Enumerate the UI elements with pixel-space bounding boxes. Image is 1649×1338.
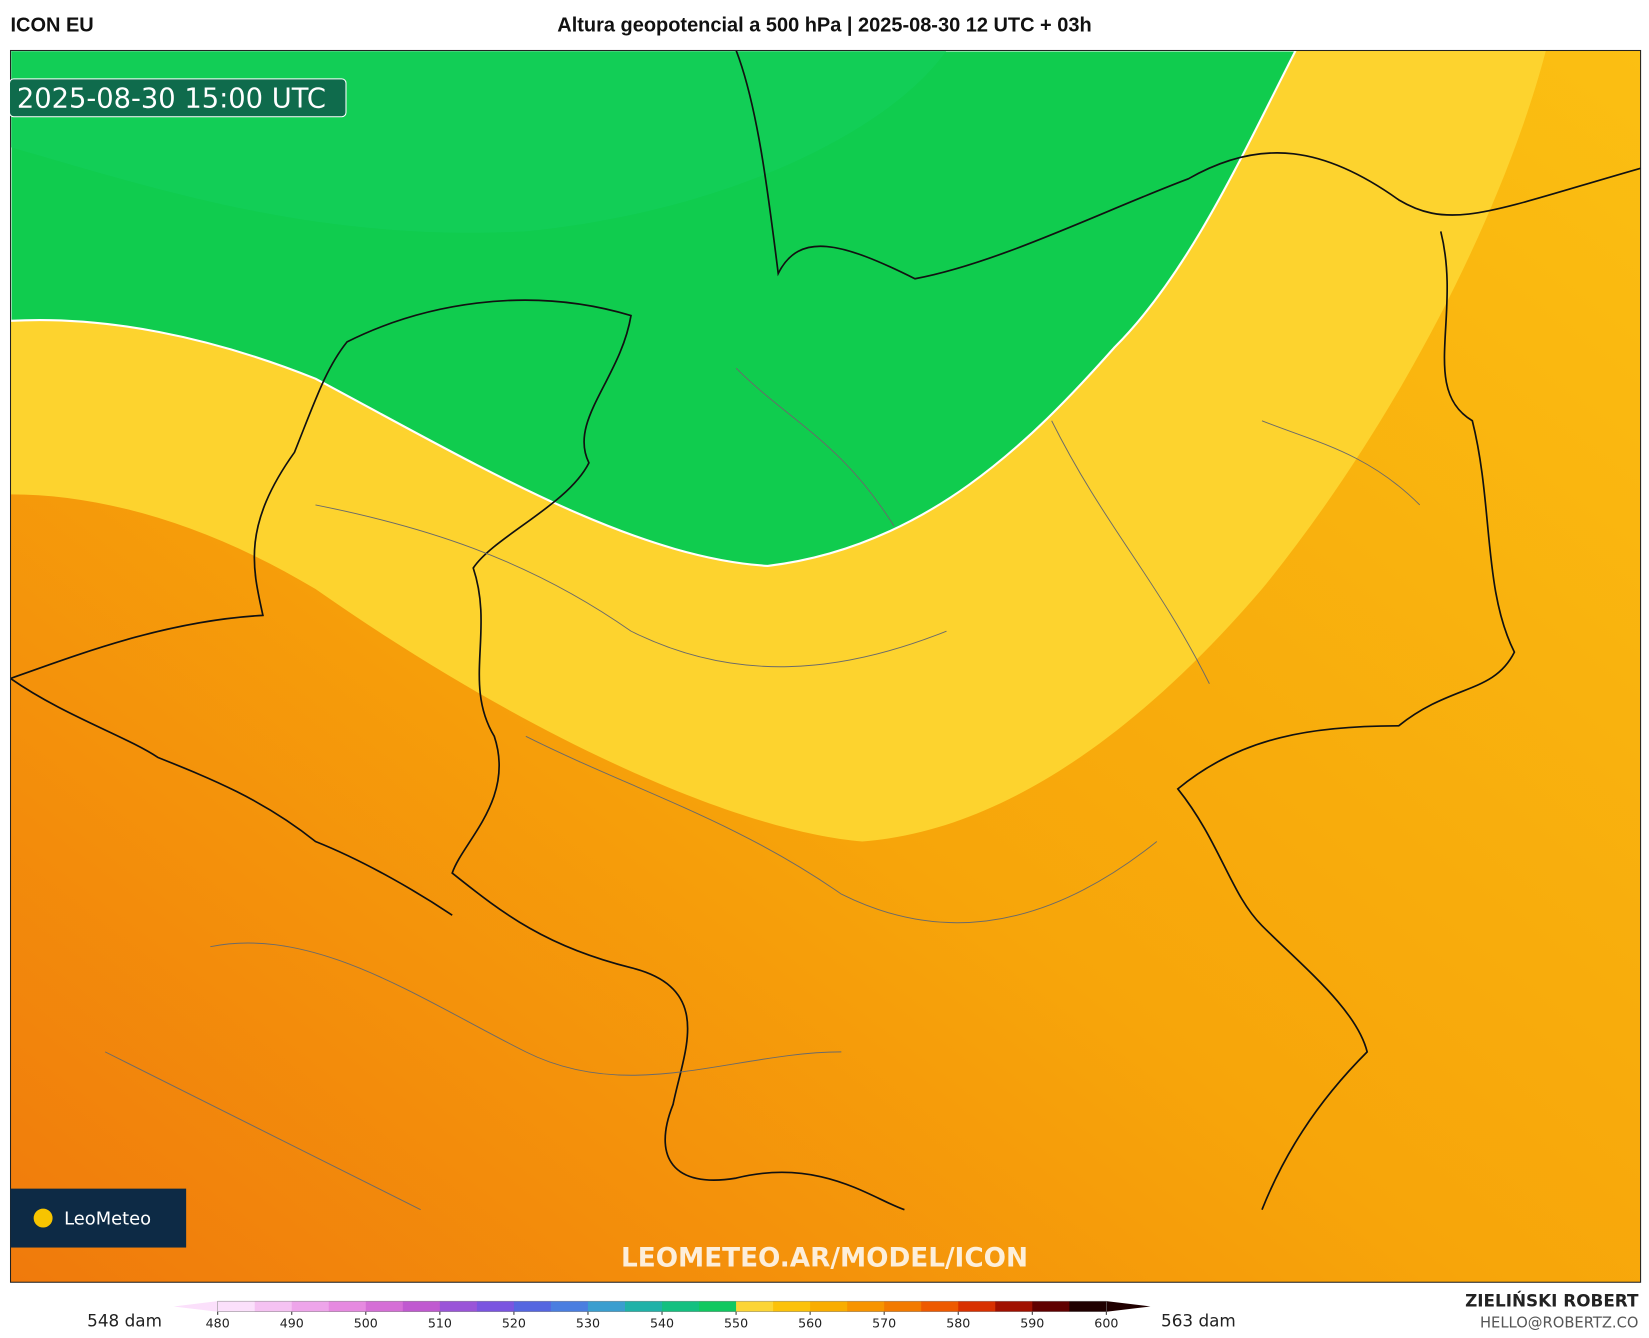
colorbar-segment [439,1301,478,1312]
colorbar-segment [810,1301,848,1312]
east-border [1176,231,1516,1210]
colorbar-segment [736,1301,774,1312]
colorbar-segment [254,1301,293,1312]
logo-text: LeoMeteo [64,1208,151,1229]
colorbar-segment [365,1301,404,1312]
colorbar-segment [587,1301,626,1312]
colorbar-tick-label: 540 [650,1315,674,1330]
colorbar-tick-label: 550 [724,1315,748,1330]
colorbar-segment [773,1301,811,1312]
colorbar-segment [884,1301,922,1312]
model-name: ICON EU [11,15,94,37]
colorbar-segment [217,1301,256,1312]
map: LEOMETEO.AR/MODEL/ICON [10,50,1641,1283]
credit-email: HELLO@ROBERTZ.CO [1480,1314,1639,1331]
watermark: LEOMETEO.AR/MODEL/ICON [621,1243,1028,1273]
colorbar-tick-label: 590 [1020,1315,1044,1330]
colorbar-segment [847,1301,885,1312]
colorbar-max-label: 563 dam [1161,1310,1236,1330]
colorbar-segment [662,1301,700,1312]
colorbar-tick-label: 600 [1094,1315,1118,1330]
colorbar-segment [958,1301,996,1312]
colorbar-segment [476,1301,515,1312]
colorbar-segment [402,1301,441,1312]
colorbar-tick-label: 500 [354,1315,378,1330]
chart-title: Altura geopotencial a 500 hPa | 2025-08-… [557,15,1091,37]
credit-name: ZIELIŃSKI ROBERT [1465,1289,1639,1310]
colorbar-tick-label: 510 [428,1315,452,1330]
colorbar: 480 490 500 510 520 530 540 550 560 570 580 590 600 [173,1300,1151,1330]
colorbar-segment [1069,1301,1107,1312]
colorbar-tick-label: 530 [576,1315,600,1330]
colorbar-segment [328,1301,367,1312]
colorbar-arrow-low [173,1301,218,1312]
colorbar-min-label: 548 dam [87,1310,162,1330]
valid-time: 2025-08-30 15:00 UTC [17,83,326,114]
map-frame [9,49,1642,1283]
yellow-field [10,50,1546,842]
colorbar-segment [921,1301,959,1312]
logo-sun [33,1208,53,1228]
colorbar-tick-label: 480 [206,1315,230,1330]
colorbar-segment [699,1301,737,1312]
france-border [10,677,453,916]
coast-border [10,299,905,1211]
regional-borders [104,367,1421,1211]
colorbar-tick-label: 520 [502,1315,526,1330]
colorbar-segment [513,1301,552,1312]
colorbar-tick-label: 580 [946,1315,970,1330]
colorbar-segment [291,1301,330,1312]
time-badge [8,78,347,118]
colorbar-segment [1032,1301,1070,1312]
colorbar-tick-label: 560 [798,1315,822,1330]
north-coast [735,50,1641,280]
colorbar-segment [550,1301,589,1312]
colorbar-tick-label: 490 [280,1315,304,1330]
colorbar-segment [624,1301,663,1312]
colorbar-segment [995,1301,1033,1312]
colorbar-tick-label: 570 [872,1315,896,1330]
colorbar-arrow-high [1106,1301,1151,1312]
